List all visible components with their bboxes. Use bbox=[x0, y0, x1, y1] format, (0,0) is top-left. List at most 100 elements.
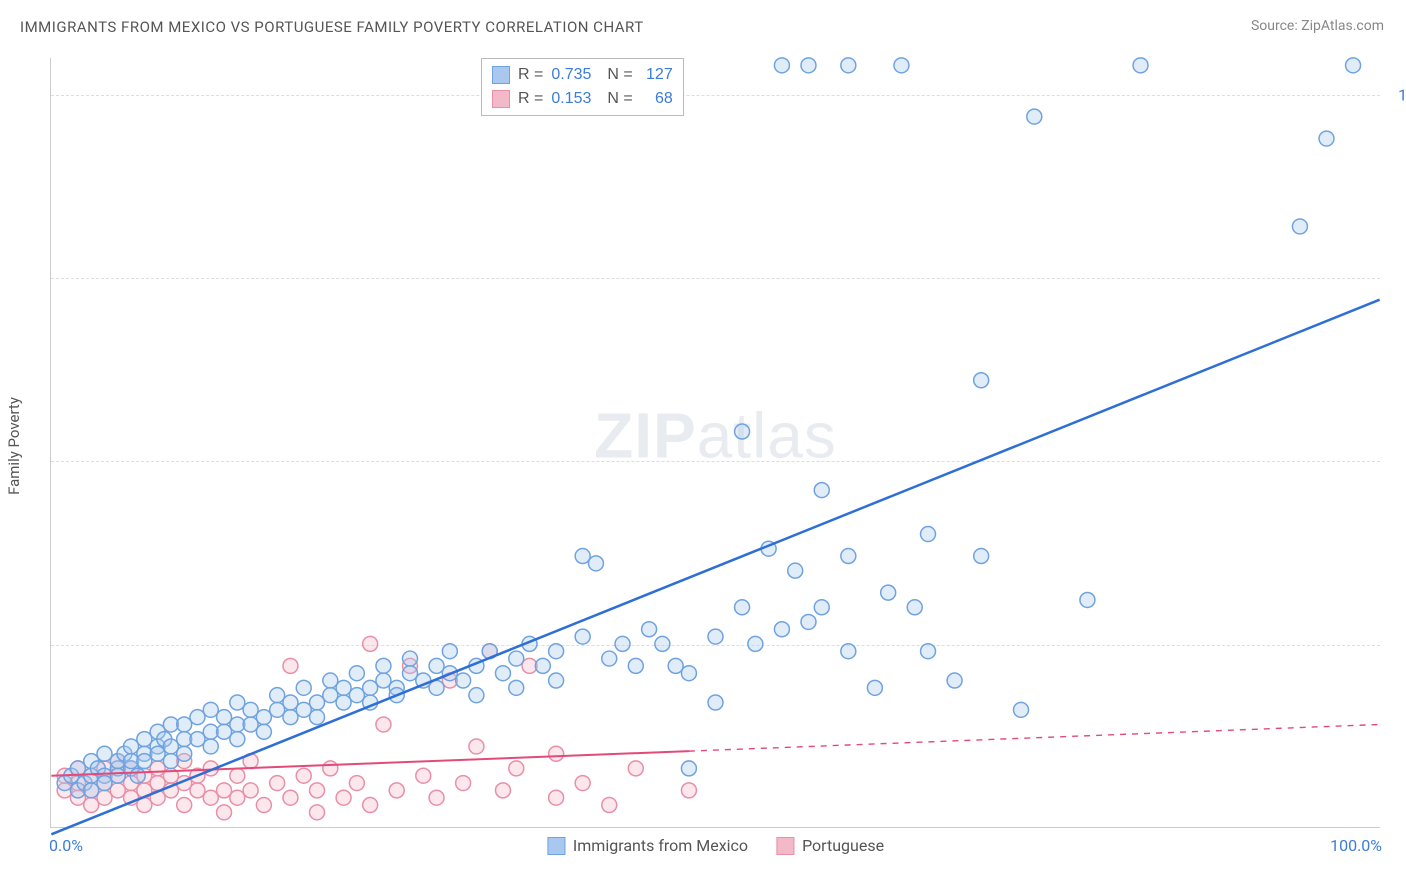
data-point bbox=[163, 754, 178, 769]
data-point bbox=[256, 724, 271, 739]
data-point bbox=[310, 805, 325, 820]
data-point bbox=[841, 549, 856, 564]
data-point bbox=[283, 658, 298, 673]
data-point bbox=[230, 768, 245, 783]
r-label: R = bbox=[518, 87, 543, 111]
data-point bbox=[177, 798, 192, 813]
data-point bbox=[217, 805, 232, 820]
data-point bbox=[814, 600, 829, 615]
data-point bbox=[110, 783, 125, 798]
data-point bbox=[389, 783, 404, 798]
data-point bbox=[203, 702, 218, 717]
data-point bbox=[429, 790, 444, 805]
data-point bbox=[1133, 58, 1148, 73]
data-point bbox=[1014, 702, 1029, 717]
data-point bbox=[1346, 58, 1361, 73]
data-point bbox=[256, 798, 271, 813]
data-point bbox=[1027, 109, 1042, 124]
data-point bbox=[774, 622, 789, 637]
source-attribution: Source: ZipAtlas.com bbox=[1251, 18, 1384, 34]
r-value-2: 0.153 bbox=[551, 87, 591, 111]
data-point bbox=[575, 629, 590, 644]
data-point bbox=[575, 549, 590, 564]
data-point bbox=[270, 776, 285, 791]
data-point bbox=[456, 776, 471, 791]
y-tick-label: 75.0% bbox=[1390, 269, 1406, 288]
correlation-legend-box: R = 0.735 N = 127 R = 0.153 N = 68 bbox=[481, 58, 684, 116]
data-point bbox=[310, 710, 325, 725]
data-point bbox=[97, 790, 112, 805]
chart-plot-area: ZIPatlas R = 0.735 N = 127 R = 0.153 N =… bbox=[50, 58, 1380, 828]
n-label: N = bbox=[607, 87, 632, 111]
data-point bbox=[310, 783, 325, 798]
data-point bbox=[921, 527, 936, 542]
data-point bbox=[708, 695, 723, 710]
bottom-legend-label-1: Immigrants from Mexico bbox=[573, 836, 748, 855]
data-point bbox=[376, 658, 391, 673]
data-point bbox=[363, 680, 378, 695]
data-point bbox=[283, 790, 298, 805]
data-point bbox=[495, 783, 510, 798]
data-point bbox=[349, 776, 364, 791]
data-point bbox=[376, 673, 391, 688]
data-point bbox=[681, 783, 696, 798]
data-point bbox=[735, 424, 750, 439]
data-point bbox=[841, 58, 856, 73]
data-point bbox=[270, 702, 285, 717]
data-point bbox=[681, 761, 696, 776]
x-tick-100: 100.0% bbox=[1330, 836, 1382, 855]
data-point bbox=[708, 629, 723, 644]
data-point bbox=[509, 761, 524, 776]
data-point bbox=[429, 658, 444, 673]
data-point bbox=[655, 636, 670, 651]
data-point bbox=[137, 732, 152, 747]
data-point bbox=[323, 761, 338, 776]
legend-row-series2: R = 0.153 N = 68 bbox=[492, 87, 673, 111]
data-point bbox=[177, 746, 192, 761]
data-point bbox=[788, 563, 803, 578]
data-point bbox=[881, 585, 896, 600]
data-point bbox=[150, 746, 165, 761]
trend-line-dashed bbox=[689, 724, 1380, 751]
n-label: N = bbox=[607, 63, 632, 87]
data-point bbox=[549, 673, 564, 688]
data-point bbox=[230, 790, 245, 805]
data-point bbox=[124, 739, 139, 754]
source-link[interactable]: ZipAtlas.com bbox=[1301, 18, 1384, 34]
data-point bbox=[130, 768, 145, 783]
trend-line bbox=[51, 300, 1379, 835]
data-point bbox=[336, 680, 351, 695]
y-tick-label: 50.0% bbox=[1390, 452, 1406, 471]
n-value-2: 68 bbox=[641, 87, 673, 111]
data-point bbox=[256, 710, 271, 725]
data-point bbox=[841, 644, 856, 659]
data-point bbox=[376, 717, 391, 732]
data-point bbox=[217, 710, 232, 725]
source-label: Source: bbox=[1251, 18, 1301, 34]
data-point bbox=[974, 549, 989, 564]
bottom-legend-label-2: Portuguese bbox=[802, 836, 884, 855]
data-point bbox=[469, 688, 484, 703]
data-point bbox=[535, 658, 550, 673]
data-point bbox=[735, 600, 750, 615]
data-point bbox=[150, 761, 165, 776]
data-point bbox=[97, 746, 112, 761]
data-point bbox=[509, 651, 524, 666]
data-point bbox=[243, 717, 258, 732]
bottom-legend: Immigrants from Mexico Portuguese bbox=[547, 836, 884, 855]
data-point bbox=[190, 783, 205, 798]
data-point bbox=[243, 783, 258, 798]
data-point bbox=[349, 666, 364, 681]
data-point bbox=[363, 798, 378, 813]
bottom-legend-item-2: Portuguese bbox=[776, 836, 884, 855]
y-axis-label: Family Poverty bbox=[5, 397, 23, 495]
data-point bbox=[270, 688, 285, 703]
data-point bbox=[336, 695, 351, 710]
data-point bbox=[416, 768, 431, 783]
data-point bbox=[628, 761, 643, 776]
data-point bbox=[801, 614, 816, 629]
data-point bbox=[323, 688, 338, 703]
data-point bbox=[1292, 219, 1307, 234]
r-label: R = bbox=[518, 63, 543, 87]
data-point bbox=[1080, 592, 1095, 607]
